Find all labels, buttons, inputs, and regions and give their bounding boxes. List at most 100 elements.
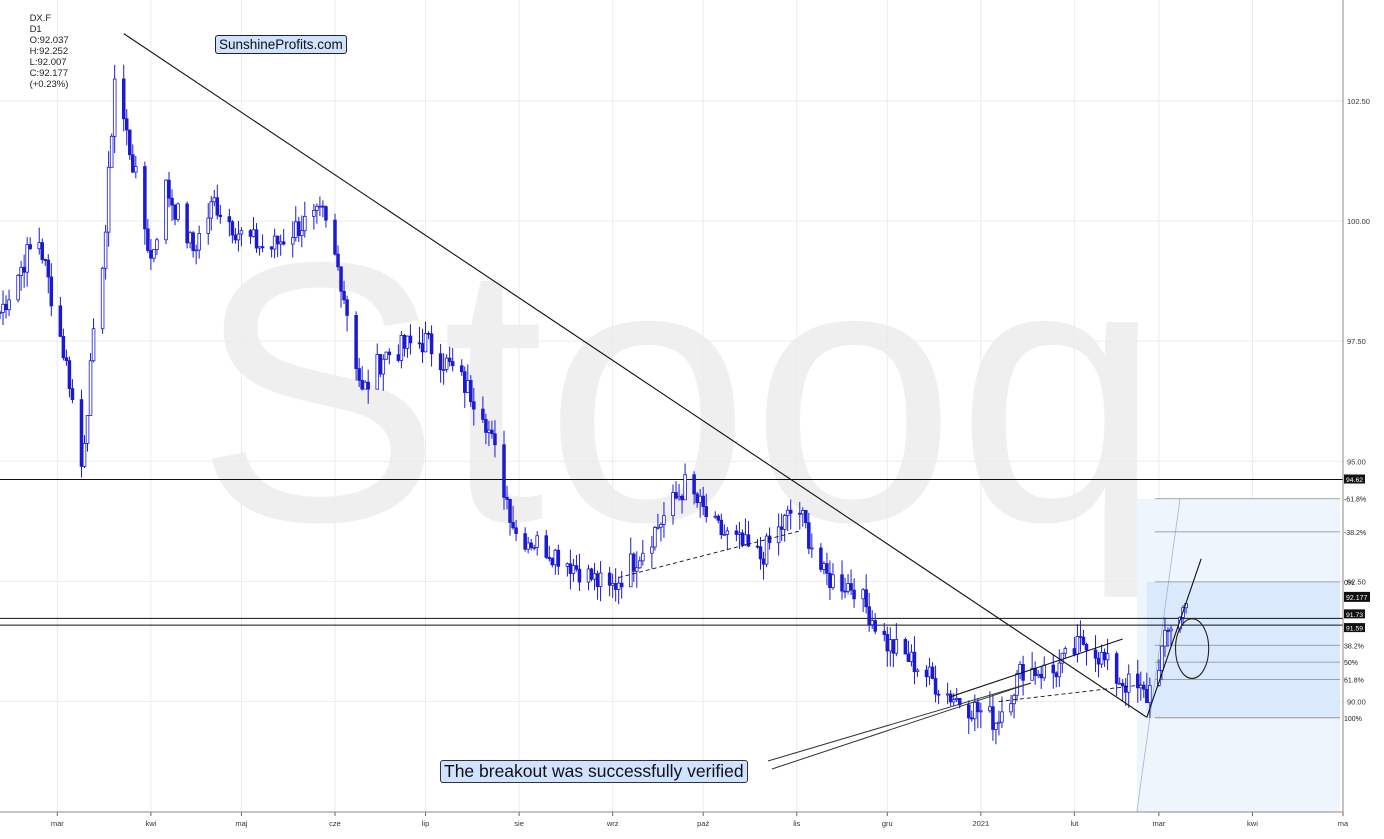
fib-level-label: 50% — [1344, 660, 1358, 667]
candle-body — [1142, 684, 1146, 690]
candle — [131, 144, 135, 174]
candle — [25, 237, 29, 287]
candle — [450, 348, 455, 372]
candle-body — [152, 249, 156, 259]
candle — [1009, 694, 1013, 716]
candle — [514, 519, 518, 542]
candle-body — [22, 266, 26, 273]
candle — [260, 234, 265, 253]
candle — [28, 237, 32, 251]
candle-body — [109, 135, 114, 168]
candle — [275, 235, 280, 258]
candle-body — [764, 535, 769, 565]
candle-body — [948, 693, 953, 703]
trendlines[interactable] — [123, 33, 1210, 718]
candle — [746, 520, 751, 548]
candle-body — [997, 721, 1001, 724]
candle — [49, 263, 54, 317]
y-tick-label: 92.50 — [1347, 577, 1366, 586]
candle — [300, 215, 304, 248]
candle — [903, 637, 908, 655]
candle — [1084, 642, 1089, 666]
horizontal-levels[interactable]: 94.62 91.73 91.59 92.177 — [0, 474, 1370, 633]
candle-body — [571, 565, 576, 574]
candle-body — [441, 369, 446, 371]
y-tick-label: 90.00 — [1347, 697, 1366, 706]
brand-label: SunshineProfits.com — [215, 35, 347, 54]
candle-body — [164, 179, 168, 241]
high-value: H:92.252 — [29, 46, 69, 57]
candle — [490, 420, 494, 439]
candle — [662, 502, 666, 538]
candle — [315, 203, 319, 224]
fib-level-label: 61.8% — [1344, 677, 1364, 684]
candle — [864, 574, 868, 614]
candle-body — [598, 572, 603, 587]
candle-body — [381, 358, 386, 375]
candle — [1142, 681, 1146, 698]
candle — [109, 133, 114, 168]
candle-body — [121, 78, 126, 120]
candle-body — [1163, 630, 1167, 647]
candle-body — [463, 371, 467, 393]
candle — [100, 266, 105, 334]
fibonacci-retracement[interactable]: -61.8% -38.2% 0% 38.2% 50% 61.8% 100% — [1136, 497, 1366, 813]
candle-body — [641, 552, 645, 562]
candle-body — [1033, 667, 1037, 677]
candle — [387, 348, 392, 365]
candle-body — [236, 233, 241, 241]
candle — [852, 578, 856, 608]
candle-body — [864, 589, 868, 608]
candle-body — [782, 515, 787, 530]
candle-body — [143, 166, 147, 230]
candle — [819, 543, 823, 573]
candle — [997, 710, 1001, 736]
fib-zone-main — [1146, 581, 1340, 718]
candle-body — [339, 266, 343, 292]
candle — [930, 662, 935, 680]
candle-body — [1039, 673, 1043, 679]
candle-body — [776, 526, 781, 544]
candle-body — [278, 241, 283, 245]
candle-body — [112, 78, 117, 137]
candle-body — [514, 527, 518, 535]
candle-body — [861, 589, 865, 600]
candle-body — [1120, 682, 1125, 687]
candle-body — [303, 215, 307, 232]
candle-body — [680, 495, 684, 501]
candle — [103, 224, 108, 280]
candle-body — [628, 553, 633, 588]
candle-body — [402, 334, 407, 349]
candle-body — [423, 332, 428, 353]
candle — [227, 208, 232, 237]
candle — [70, 379, 75, 404]
candle-body — [894, 639, 899, 654]
highlight-ellipse — [1174, 618, 1210, 679]
candle-body — [37, 242, 41, 250]
candle — [345, 295, 349, 332]
candle-body — [535, 535, 539, 548]
y-tick-label: 100.00 — [1347, 217, 1370, 226]
candle-body — [375, 354, 380, 390]
candle-body — [46, 259, 51, 278]
candle — [967, 700, 971, 735]
candle — [297, 216, 301, 243]
candle — [1136, 659, 1140, 703]
level-tag — [1344, 609, 1365, 619]
candle — [535, 531, 539, 556]
x-tick-label: ma — [1338, 819, 1349, 828]
candle — [447, 346, 452, 367]
annotation-callout[interactable]: The breakout was successfully verified — [440, 760, 748, 783]
candle — [106, 151, 111, 247]
candle-body — [294, 221, 298, 238]
candle — [423, 321, 428, 353]
candle-body — [653, 527, 657, 548]
candle — [894, 623, 899, 657]
candle-body — [1096, 657, 1101, 665]
candle — [191, 231, 195, 258]
change-value: (+0.23%) — [29, 79, 69, 90]
candle-body — [671, 492, 675, 517]
candle-body — [976, 702, 980, 713]
candle-body — [502, 444, 506, 498]
